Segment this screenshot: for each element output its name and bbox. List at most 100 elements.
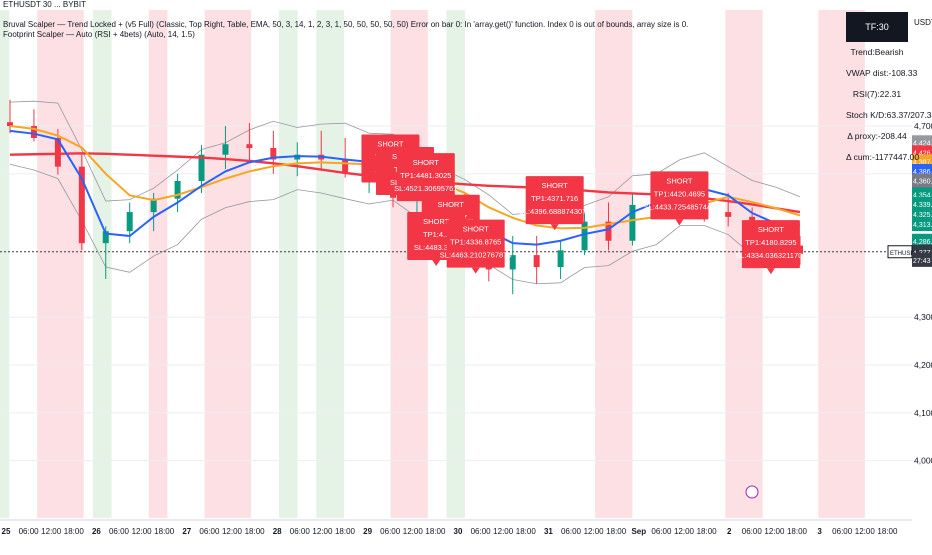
candle-body[interactable] [102, 231, 109, 244]
candle-body[interactable] [725, 212, 732, 217]
time-axis-label: 06:00 [832, 527, 853, 536]
signal-sl: SL:4483.39... [414, 243, 459, 252]
time-axis-label: 06:00 [561, 527, 582, 536]
signal-tp: TP1:4371.716 [531, 194, 578, 203]
vwap-row: VWAP dist:-108.33 [846, 68, 918, 78]
time-axis-label: 12:00 [403, 527, 424, 536]
short-signal-box[interactable] [396, 153, 455, 202]
candle-body[interactable] [174, 181, 181, 199]
time-axis-label: 12:00 [41, 527, 62, 536]
time-axis-label: 18:00 [787, 527, 808, 536]
time-axis-label: 12:00 [312, 527, 333, 536]
candle-body[interactable] [605, 221, 612, 241]
candle-body[interactable] [150, 198, 157, 213]
candle-body[interactable] [246, 144, 253, 149]
time-axis-label: 27 [182, 527, 191, 536]
time-axis-label: 12:00 [584, 527, 605, 536]
candle-body[interactable] [198, 154, 205, 182]
signal-sl: SL:4396.6888743077 [519, 207, 591, 216]
candle-body[interactable] [797, 245, 803, 255]
price-tag-label: 4,313.42 [913, 222, 932, 229]
price-tag-label: 4,360.84 [913, 179, 932, 186]
candle-body[interactable] [7, 122, 13, 127]
time-axis-label: Sep [631, 527, 646, 536]
session-shading [279, 10, 298, 518]
signal-title: SHORT [463, 225, 490, 234]
short-signal-pointer [471, 267, 480, 274]
time-axis-label: 12:00 [674, 527, 695, 536]
price-tag-label: 4,286.89 [913, 239, 932, 246]
signal-title: SHORT [413, 158, 440, 167]
price-tag-label: 4,386.00 [913, 169, 932, 176]
time-axis-label: 12:00 [764, 527, 785, 536]
price-axis-tick: 4,100.00 [914, 408, 932, 418]
signal-sl: SL:4463.2102767876 [440, 251, 512, 260]
price-tag-label: 4,387.63 [913, 159, 932, 166]
symbol-title: ETHUSDT 30 ... BYBIT [3, 0, 86, 9]
signal-tp: TP1:4336.8765 [450, 238, 501, 247]
short-signal-box[interactable] [446, 219, 505, 268]
candle-body[interactable] [581, 221, 588, 251]
candle-body[interactable] [557, 250, 564, 268]
price-tag-label: 4,339.99 [913, 202, 932, 209]
candle-body[interactable] [509, 255, 516, 270]
signal-title: SHORT [666, 176, 693, 185]
time-axis-label: 06:00 [651, 527, 672, 536]
candle-body[interactable] [78, 166, 85, 244]
price-tag-box [912, 252, 932, 267]
time-axis-label: 26 [92, 527, 101, 536]
lower-band-line [9, 163, 801, 285]
time-axis-label: 12:00 [855, 527, 876, 536]
candle-body[interactable] [629, 204, 636, 241]
signal-sl: SL:4334.0363211708 [735, 251, 806, 260]
price-tag-label: 4,426.59 [913, 150, 932, 157]
short-signal-box[interactable] [525, 176, 584, 225]
signal-sl: SL:4521.30695761 [394, 184, 457, 193]
signal-tp: TP1:4180.8295 [745, 238, 796, 247]
candle-body[interactable] [54, 137, 61, 167]
price-tag-label: 27:43 [913, 258, 931, 265]
time-axis-label: 18:00 [877, 527, 898, 536]
time-axis-label: 18:00 [606, 527, 627, 536]
time-axis-label: 3 [817, 527, 822, 536]
candle-body[interactable] [222, 144, 229, 155]
candle-body[interactable] [30, 126, 37, 138]
short-signal-box[interactable] [741, 220, 800, 269]
event-marker-icon[interactable] [745, 485, 759, 499]
time-axis-label: 06:00 [109, 527, 130, 536]
signal-title: SHORT [423, 217, 450, 226]
currency-label: USDT [914, 18, 932, 27]
signal-sl: SL:4433.7254857448 [644, 202, 716, 211]
time-axis-label: 18:00 [335, 527, 356, 536]
symbol-tag-box [887, 245, 913, 259]
signal-tp: TP1:4420.4695 [654, 189, 705, 198]
price-tag-box [912, 217, 932, 232]
session-shading [93, 10, 112, 518]
session-shading [390, 10, 428, 518]
session-shading [37, 10, 84, 518]
candle-body[interactable] [533, 255, 540, 268]
time-axis-label: 06:00 [290, 527, 311, 536]
indicator-legend-2[interactable]: Footprint Scalper — Auto (RSI + 4bets) (… [3, 30, 195, 39]
time-axis-label: 30 [454, 527, 463, 536]
candle-body[interactable] [270, 148, 277, 160]
signal-tp: TP1:4481.3025 [400, 171, 451, 180]
time-axis-label: 28 [273, 527, 282, 536]
session-shading [0, 10, 10, 518]
rsi-row: RSI(7):22.31 [852, 89, 902, 99]
candle-body[interactable] [342, 159, 349, 172]
time-axis-label: 06:00 [199, 527, 220, 536]
short-signal-box[interactable] [650, 171, 709, 220]
indicator-legend[interactable]: Bruval Scalper — Trend Locked + (v5 Full… [3, 20, 689, 29]
delta-cum-row: Δ cum:-1177447.00 [846, 152, 920, 162]
time-axis-label: 18:00 [516, 527, 537, 536]
candle-body[interactable] [126, 212, 133, 232]
time-axis-label: 12:00 [222, 527, 243, 536]
session-shading [595, 10, 633, 518]
price-axis-tick: 4,000.00 [914, 456, 932, 466]
session-shading [316, 10, 345, 518]
time-axis-label: 12:00 [132, 527, 153, 536]
session-shading [818, 10, 865, 518]
